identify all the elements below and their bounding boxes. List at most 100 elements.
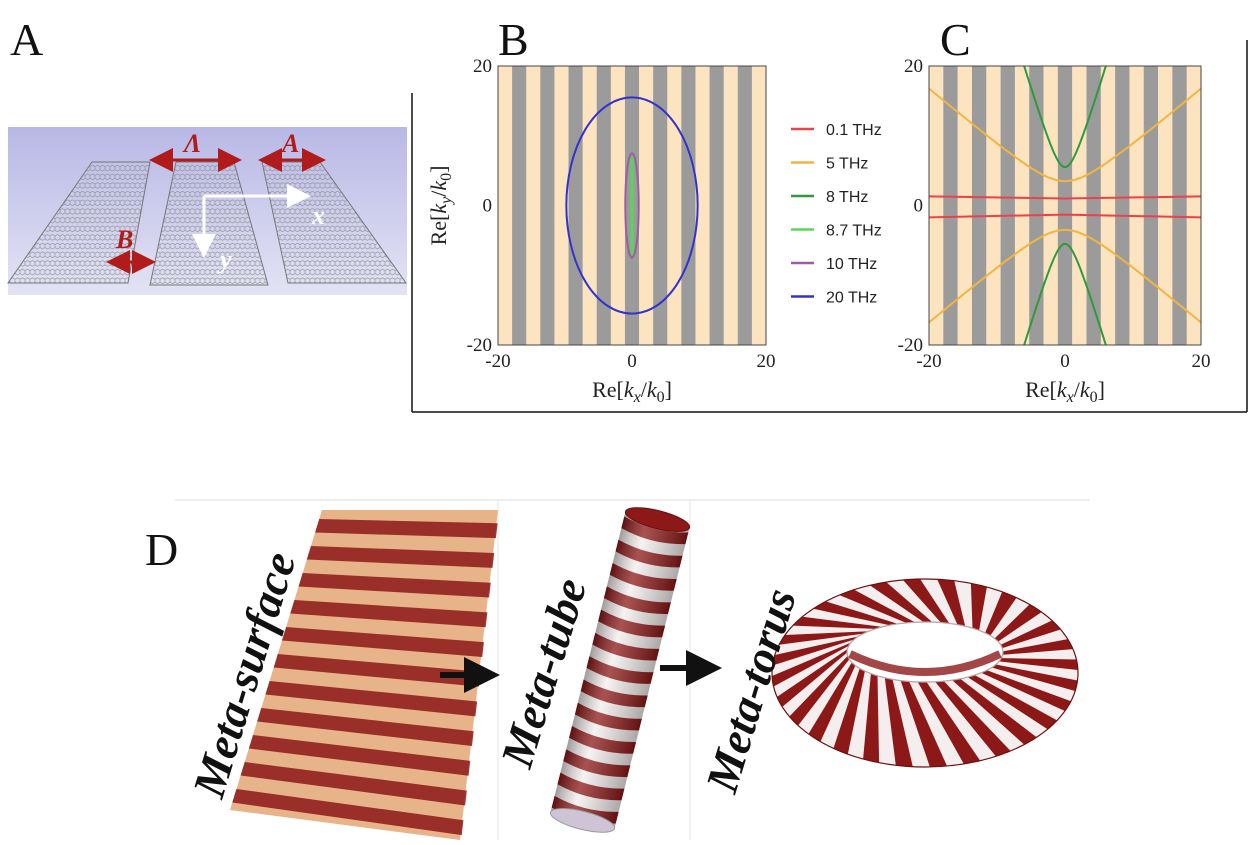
torus-stripe [937,579,966,627]
y-tick-label: 0 [483,196,493,217]
meta-tube-shade [550,511,690,829]
surface-stripe [257,708,474,747]
torus-stripe [863,673,880,763]
stripe [526,66,541,345]
torus-stripe [813,601,898,626]
x-tick-label: 20 [757,351,776,372]
torus-stripe [789,655,850,726]
surface-stripe [232,789,464,836]
meta-torus-inner-rim [848,650,1002,676]
stripe [1129,66,1145,345]
stripe [610,66,626,345]
stripe [1014,66,1030,345]
stripe [723,66,739,345]
x-axis-label: Re[kx/k0] [1025,377,1105,406]
surface-stripe [290,600,488,628]
curve-8-thz [1023,242,1107,345]
curve-5-thz [929,87,1201,183]
panel-c-letter: C [940,14,971,65]
stripe [1086,66,1102,345]
torus-stripe [981,670,1071,711]
plot-b-curves [565,96,699,315]
stripe [653,66,668,345]
meta-torus-outline [771,578,1079,768]
stripe [512,66,527,345]
plot-b-frame [497,65,767,346]
meta-surface-sheet [230,510,498,840]
panel-b: B -20 0 20 -20 0 20 Re[kx/k0] Re[ky/k0] 0.1 THz… [426,14,882,406]
torus-stripe [935,681,1011,757]
stripe [667,66,682,345]
y-tick-label: 20 [904,56,923,77]
stripe [1072,66,1087,345]
surface-stripe [248,735,471,776]
torus-stripe [777,649,848,707]
surface-stripe [315,519,498,539]
stripe [1057,66,1073,345]
stripe [737,66,753,345]
stripe [1186,66,1202,345]
legend-entry: 8 THz [826,189,868,206]
y-tick-label: -20 [467,335,492,356]
surface-stripe [306,546,495,568]
stripe [709,66,724,345]
torus-stripe [808,662,856,742]
stripe [929,66,944,345]
torus-stripe [779,631,869,645]
curve-0-1-thz [929,213,1201,219]
torus-stripe [1002,639,1073,655]
torus-stripe [903,579,950,624]
stripe [498,66,513,345]
plot-c-stripes [929,66,1202,345]
meta-tube-bottom-cap [549,808,616,833]
curve-20-thz [565,96,699,315]
stripe [751,66,767,345]
meta-torus [771,578,1079,768]
stripe [582,66,598,345]
curve-0-1-thz [929,195,1201,200]
torus-stripe [772,642,851,687]
y-tick-label: 0 [914,196,924,217]
legend-entry: 0.1 THz [826,122,882,139]
curve-5-thz [929,228,1201,324]
plot-b-stripes [498,66,767,345]
panel-a: A Λ A B x y [7,14,407,295]
torus-stripe [991,664,1078,691]
stripe [1043,66,1059,345]
surface-stripe [281,627,484,657]
y-axis-label: y [217,245,232,274]
x-tick-label: 0 [627,351,637,372]
torus-stripe [833,668,865,755]
stripe [695,66,710,345]
torus-stripe [900,680,947,767]
torus-stripe [792,616,883,629]
panel-b-letter: B [498,14,529,65]
meta-tube [549,507,691,833]
meta-surface-stripes [232,519,498,836]
x-tick-label: 0 [1060,351,1070,372]
panel-c: C -20 0 20 -20 0 20 Re[kx/k0] [898,14,1211,406]
torus-stripe [999,658,1078,670]
stripe [554,66,569,345]
stripe [639,66,654,345]
stripe [1172,66,1187,345]
stripe [596,66,612,345]
surface-stripe [265,681,478,717]
y-tick-label: 20 [473,56,492,77]
plot-c: -20 0 20 -20 0 20 Re[kx/k0] [898,56,1211,406]
stripe [1143,66,1159,345]
gap-label: B [115,225,133,254]
x-axis-label: x [311,201,325,230]
legend-entry: 8.7 THz [826,223,882,240]
legend-entry: 5 THz [826,156,868,173]
y-axis-label: Re[ky/k0] [426,166,455,246]
panel-a-letter: A [10,14,43,65]
meta-tube-top-cap [624,507,691,532]
meta-torus-stripes [772,579,1078,767]
x-tick-label: 20 [1192,351,1211,372]
surface-stripe [273,654,481,687]
stripe [1158,66,1173,345]
x-tick-label: -20 [485,351,510,372]
torus-stripe [1000,620,1061,649]
